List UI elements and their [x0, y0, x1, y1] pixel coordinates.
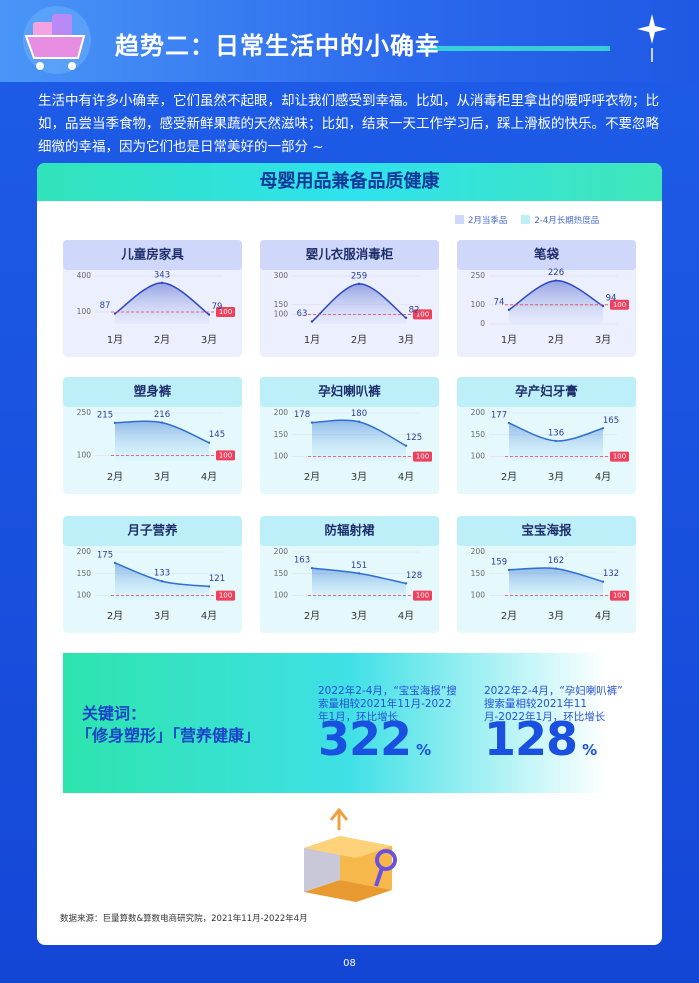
legend-item: 2月当季品: [455, 214, 507, 226]
header-band: [0, 0, 699, 82]
legend-swatch: [455, 215, 464, 224]
page-title: 趋势二：日常生活中的小确幸: [115, 32, 440, 60]
panel: [37, 163, 662, 945]
intro-text: 生活中有许多小确幸，它们虽然不起眼，却让我们感受到幸福。比如，从消毒柜里拿出的暖…: [38, 93, 659, 155]
stat-value: 128: [484, 712, 578, 766]
keyword-label: 关键词：: [82, 704, 147, 723]
sparkle: [637, 14, 667, 44]
panel-title: 母婴用品兼备品质健康: [37, 163, 662, 201]
stat-text: 2022年2-4月，“宝宝海报”搜索量相较2021年11月-2022年1月，环比…: [318, 685, 457, 723]
legend-swatch: [521, 215, 531, 224]
header-decor: [23, 6, 667, 74]
stat-unit: %: [582, 741, 598, 759]
page-number: 08: [343, 958, 356, 969]
highlight-box: [63, 653, 635, 793]
stat-value: 322: [318, 712, 412, 766]
stat-unit: %: [416, 741, 432, 759]
stat-text: 2022年2-4月，“孕妇喇叭裤”搜索量相较2021年11月-2022年1月，环…: [484, 685, 623, 723]
stat: 128 %: [484, 712, 597, 766]
source-note: 数据来源：巨量算数&算数电商研究院，2021年11月-2022年4月: [60, 914, 308, 924]
keywords: 「修身塑形」「营养健康」: [76, 726, 261, 745]
legend-label: 2月当季品: [468, 216, 508, 226]
stat: 322 %: [318, 712, 431, 766]
legend: 2月当季品 2-4月长期热度品: [455, 214, 599, 226]
cart-icon: [23, 6, 91, 74]
legend-label: 2-4月长期热度品: [534, 216, 600, 226]
title-underline: [420, 46, 610, 51]
legend-item: 2-4月长期热度品: [521, 214, 599, 226]
